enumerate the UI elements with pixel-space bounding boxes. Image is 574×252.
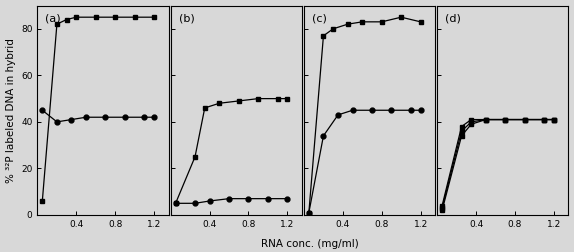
- Text: (a): (a): [45, 14, 61, 24]
- Text: (c): (c): [312, 14, 327, 24]
- Text: (b): (b): [179, 14, 195, 24]
- Text: RNA conc. (mg/ml): RNA conc. (mg/ml): [261, 239, 359, 249]
- Text: (d): (d): [445, 14, 461, 24]
- Y-axis label: % ³²P labeled DNA in hybrid: % ³²P labeled DNA in hybrid: [6, 38, 15, 183]
